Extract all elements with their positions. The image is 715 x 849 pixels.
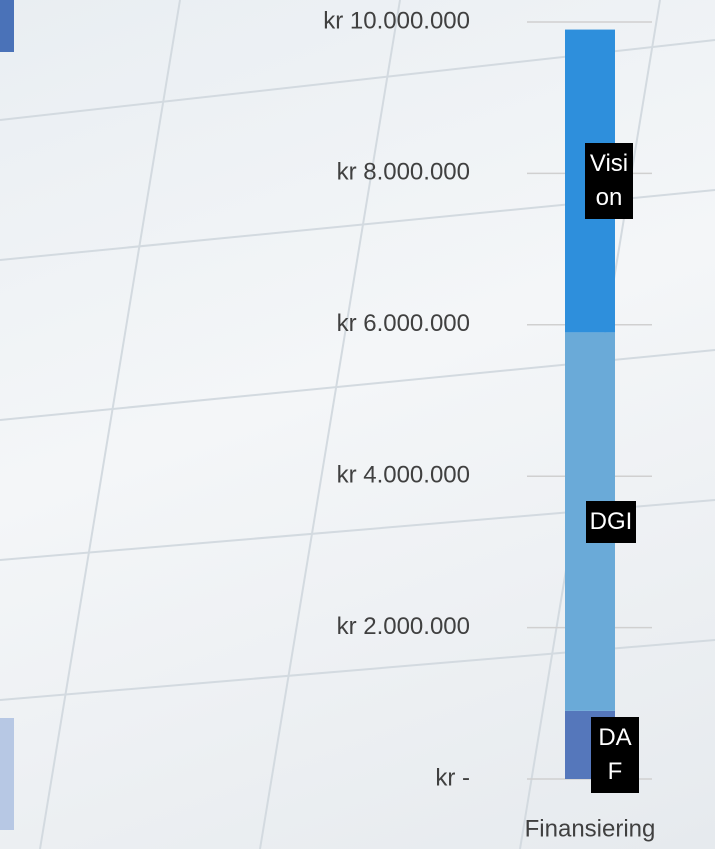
y-tick-label: kr 6.000.000 xyxy=(337,310,470,337)
segment-label: DAF xyxy=(591,717,639,793)
y-tick-label: kr - xyxy=(435,764,470,791)
y-tick-label: kr 4.000.000 xyxy=(337,462,470,489)
segment-label: DGI xyxy=(586,501,636,543)
y-tick-label: kr 2.000.000 xyxy=(337,613,470,640)
segment-label: Vision xyxy=(585,143,633,219)
y-tick-label: kr 8.000.000 xyxy=(337,159,470,186)
x-tick-label: Finansiering xyxy=(525,815,656,842)
side-tab xyxy=(0,718,14,830)
y-tick-label: kr 10.000.000 xyxy=(323,7,470,34)
screen: Finansiering kr - kr 2.000.000 kr 4.000.00… xyxy=(0,0,715,849)
side-tab xyxy=(0,0,14,52)
